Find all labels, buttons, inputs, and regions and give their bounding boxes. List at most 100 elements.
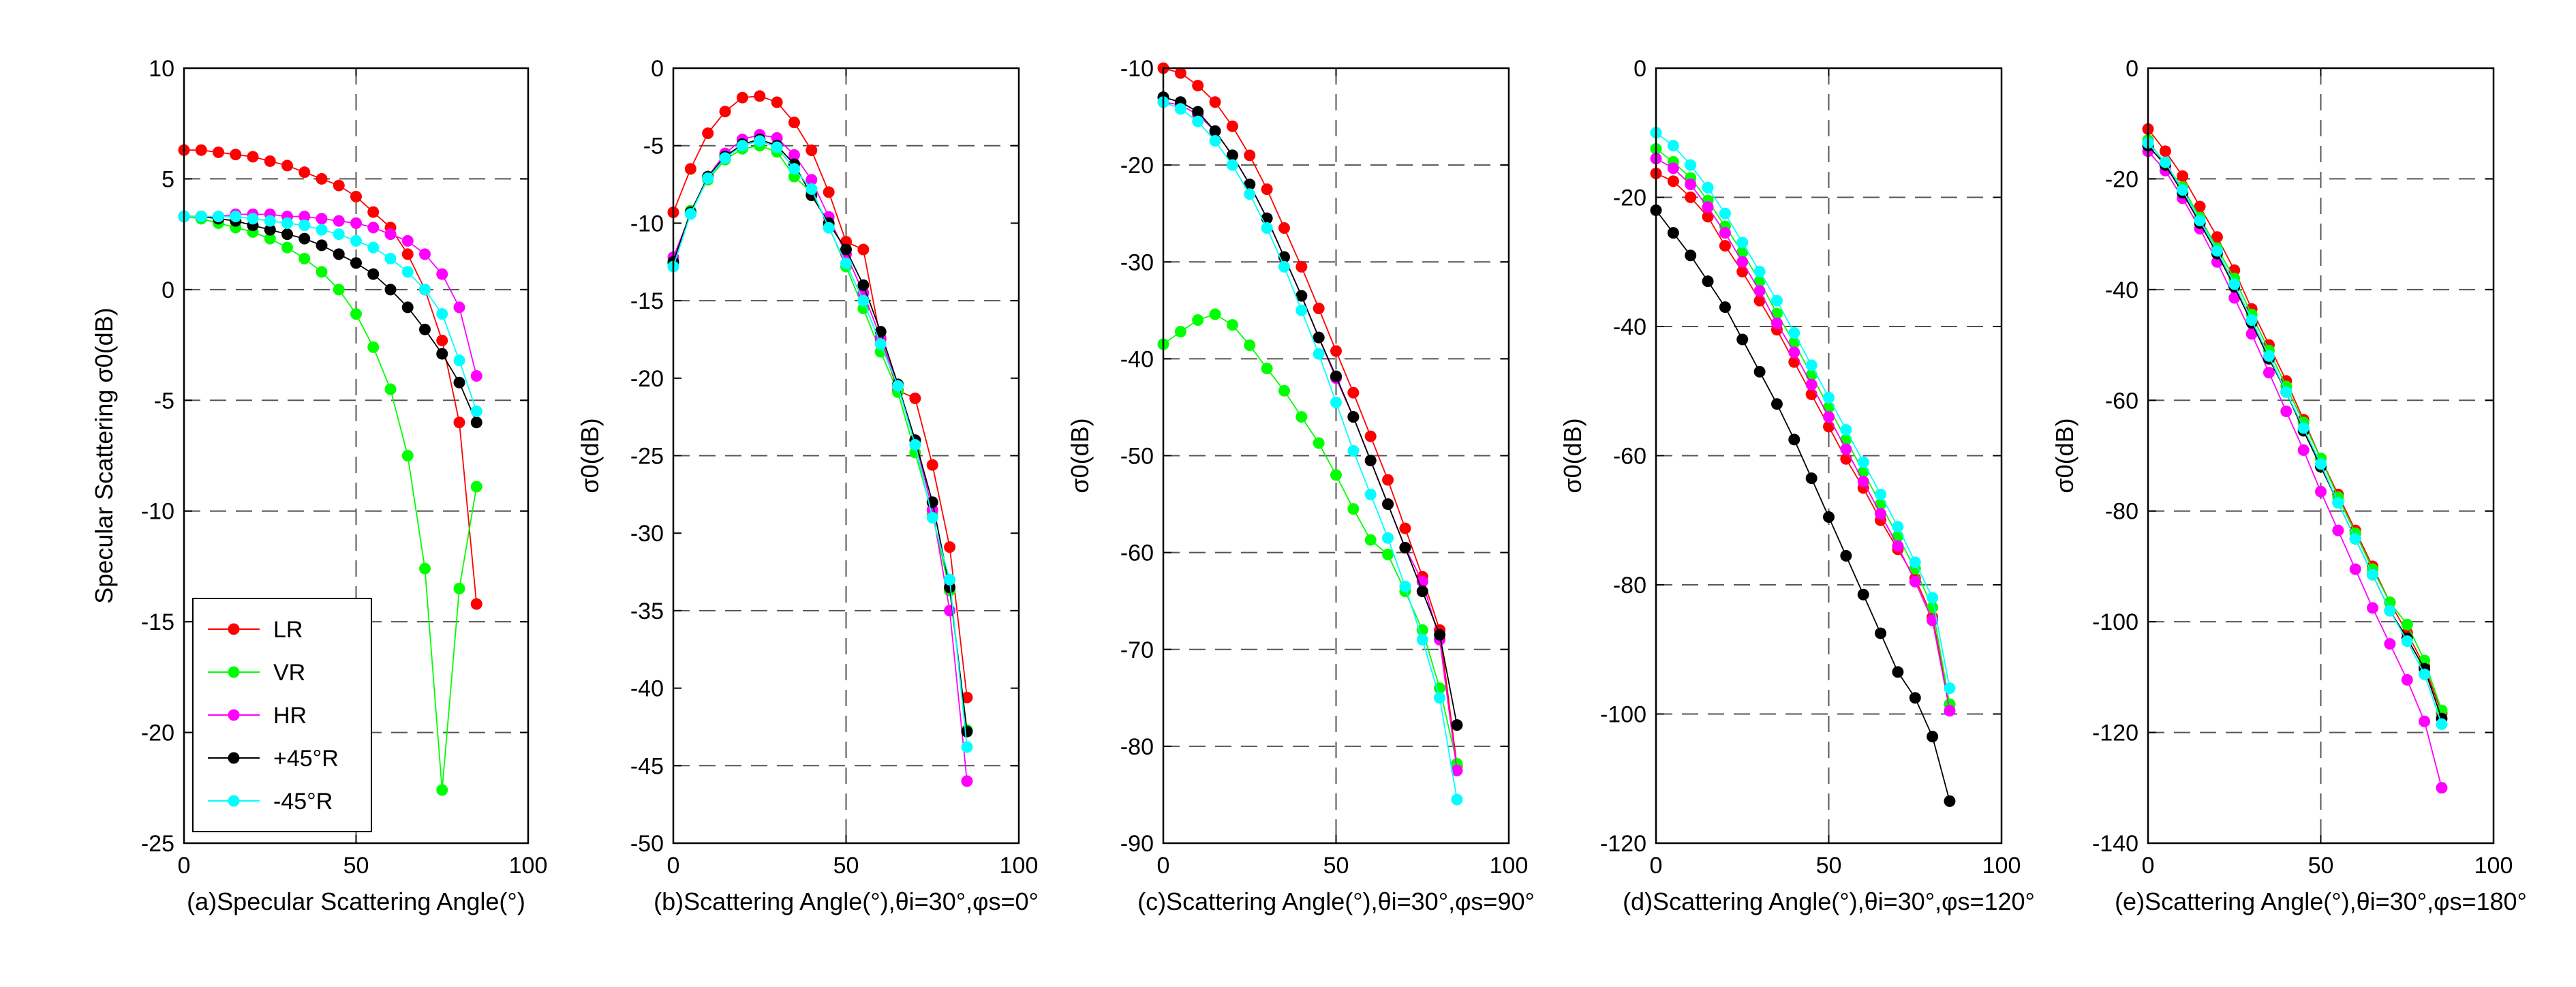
data-point-VR bbox=[281, 241, 293, 254]
data-point--45°R bbox=[736, 140, 748, 152]
data-point-+45°R bbox=[1209, 125, 1221, 137]
data-point--45°R bbox=[316, 224, 328, 236]
data-point-VR bbox=[1857, 466, 1869, 478]
data-point-LR bbox=[1244, 149, 1256, 162]
series-line--45°R bbox=[673, 140, 968, 748]
data-point-+45°R bbox=[1753, 365, 1766, 378]
y-axis-label: σ0(dB) bbox=[1066, 418, 1094, 493]
series-line-HR bbox=[184, 213, 478, 376]
y-tick-label: 0 bbox=[162, 277, 174, 303]
data-point-+45°R bbox=[1805, 472, 1818, 485]
y-axis-label: σ0(dB) bbox=[2051, 418, 2079, 493]
data-point-+45°R bbox=[281, 228, 293, 241]
y-axis-label: σ0(dB) bbox=[1559, 418, 1586, 493]
data-point--45°R bbox=[1823, 391, 1835, 404]
data-point-VR bbox=[1788, 337, 1800, 349]
data-point--45°R bbox=[281, 217, 293, 229]
y-tick-label: -80 bbox=[2105, 499, 2138, 525]
data-point-+45°R bbox=[1347, 411, 1360, 423]
y-tick-label: -70 bbox=[1120, 637, 1154, 663]
data-point-LR bbox=[1788, 356, 1800, 368]
data-point-+45°R bbox=[1892, 666, 1904, 678]
data-point-VR bbox=[1736, 246, 1749, 258]
data-point-HR bbox=[1823, 411, 1835, 423]
y-tick-label: -90 bbox=[1120, 831, 1154, 857]
data-point-+45°R bbox=[1244, 179, 1256, 191]
data-point-LR bbox=[2159, 145, 2171, 157]
x-tick-label: 100 bbox=[1982, 853, 2021, 879]
data-point-LR bbox=[2177, 170, 2189, 182]
data-point-LR bbox=[702, 127, 714, 140]
legend-label: +45°R bbox=[273, 746, 339, 772]
data-point-LR bbox=[1330, 345, 1342, 357]
data-point-LR bbox=[857, 243, 870, 256]
data-point-+45°R bbox=[1685, 249, 1697, 262]
data-point-LR bbox=[1667, 175, 1679, 187]
data-point-VR bbox=[1209, 308, 1221, 320]
data-point-VR bbox=[1313, 437, 1325, 449]
data-point--45°R bbox=[2367, 568, 2379, 581]
data-point-+45°R bbox=[857, 279, 870, 291]
data-point-VR bbox=[1382, 548, 1394, 560]
data-point-+45°R bbox=[1909, 692, 1921, 704]
data-point-LR bbox=[1209, 96, 1221, 108]
data-point-VR bbox=[1261, 363, 1273, 375]
data-point-LR bbox=[401, 248, 414, 260]
data-point--45°R bbox=[719, 152, 731, 164]
x-axis-label: (e)Scattering Angle(°),θi=30°,φs=180° bbox=[2115, 887, 2527, 915]
y-tick-label: -60 bbox=[1120, 541, 1154, 566]
data-point--45°R bbox=[1330, 396, 1342, 408]
data-point-VR bbox=[2436, 704, 2448, 716]
data-point--45°R bbox=[754, 135, 766, 147]
data-point-VR bbox=[419, 562, 431, 575]
data-point-LR bbox=[1295, 260, 1308, 273]
data-point--45°R bbox=[1451, 793, 1463, 806]
data-point-HR bbox=[1685, 179, 1697, 191]
y-tick-label: 5 bbox=[162, 166, 174, 192]
data-point-+45°R bbox=[436, 348, 448, 360]
data-point--45°R bbox=[1857, 456, 1869, 468]
data-point--45°R bbox=[230, 211, 242, 223]
data-point--45°R bbox=[2436, 718, 2448, 730]
series-line-VR bbox=[673, 145, 968, 731]
y-tick-label: -35 bbox=[630, 598, 664, 624]
x-tick-label: 0 bbox=[667, 853, 680, 879]
data-point-HR bbox=[1753, 285, 1766, 297]
data-point-VR bbox=[367, 341, 380, 353]
data-point-+45°R bbox=[1788, 434, 1800, 446]
y-tick-label: -30 bbox=[1120, 249, 1154, 275]
y-tick-label: 10 bbox=[149, 56, 174, 82]
data-point-LR bbox=[350, 190, 362, 202]
data-point-HR bbox=[1892, 540, 1904, 552]
data-point-VR bbox=[1840, 434, 1852, 446]
data-point-HR bbox=[1788, 346, 1800, 359]
x-tick-label: 0 bbox=[1650, 853, 1663, 879]
data-point-HR bbox=[350, 217, 362, 229]
series-line-LR bbox=[1655, 172, 1950, 705]
data-point-LR bbox=[823, 186, 835, 198]
legend-marker-+45°R bbox=[228, 752, 240, 764]
data-point-+45°R bbox=[1736, 333, 1749, 346]
data-point-VR bbox=[1330, 469, 1342, 481]
data-point--45°R bbox=[1685, 159, 1697, 171]
data-point-+45°R bbox=[264, 224, 276, 236]
y-tick-label: -20 bbox=[141, 720, 174, 746]
data-point--45°R bbox=[1667, 140, 1679, 152]
data-point-VR bbox=[1753, 275, 1766, 288]
data-point-LR bbox=[195, 144, 207, 156]
data-point-LR bbox=[771, 96, 783, 108]
data-point-VR bbox=[2401, 618, 2413, 631]
data-point--45°R bbox=[1347, 444, 1360, 457]
legend: LR VR HR +45°R -45°R bbox=[192, 598, 372, 832]
y-tick-label: -5 bbox=[154, 388, 174, 414]
data-point-LR bbox=[2211, 231, 2223, 243]
data-point-+45°R bbox=[333, 248, 345, 260]
data-point--45°R bbox=[453, 354, 465, 367]
data-point-+45°R bbox=[1840, 549, 1852, 562]
data-point-HR bbox=[316, 213, 328, 225]
data-point-+45°R bbox=[1944, 795, 1956, 807]
data-point--45°R bbox=[1174, 103, 1186, 115]
data-point--45°R bbox=[1875, 488, 1887, 500]
data-point-VR bbox=[298, 252, 311, 264]
